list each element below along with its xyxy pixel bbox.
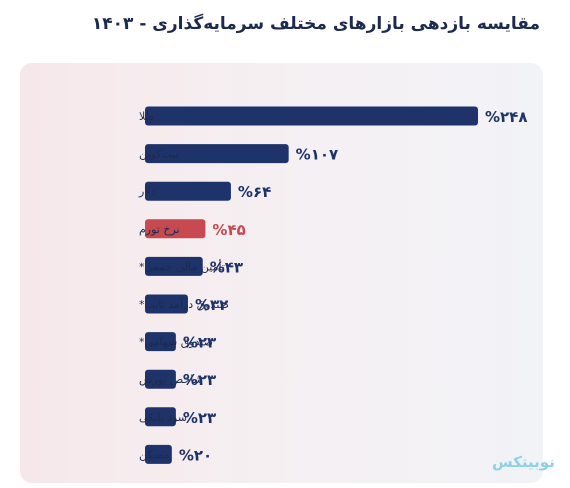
bar-2 — [145, 181, 231, 201]
category-label: شاخص بورس — [139, 373, 203, 386]
category-label: نرخ تورم — [139, 223, 180, 236]
category-label: تأمین مالی جمعی* — [139, 258, 225, 273]
category-label: صندوق سهامی* — [139, 336, 213, 349]
category-label: بیت‌کوین — [139, 148, 179, 161]
value-label: %۱۰۷ — [296, 146, 339, 164]
bar-6 — [145, 332, 176, 352]
chart-panel — [20, 63, 543, 483]
value-label: %۲۳ — [183, 371, 216, 389]
value-label: %۲۴۸ — [485, 108, 528, 126]
category-label: طلا — [139, 110, 155, 123]
value-label: %۴۵ — [212, 221, 245, 239]
brand-logo: نوبیتکس — [492, 453, 555, 471]
value-label: %۶۴ — [238, 183, 271, 201]
bar-0 — [145, 106, 478, 126]
value-label: %۴۳ — [210, 258, 243, 276]
bar-8 — [145, 407, 176, 427]
bar-5 — [145, 294, 188, 314]
bar-3 — [145, 219, 206, 239]
category-label: دلار — [138, 185, 156, 198]
category-label: مسکن — [139, 448, 169, 461]
value-label: %۲۳ — [183, 334, 216, 352]
page-title: مقایسه بازدهی بازارهای مختلف سرمایه‌گذار… — [91, 14, 540, 34]
bar-4 — [145, 256, 203, 276]
value-label: %۲۰ — [179, 446, 212, 464]
value-label: %۳۲ — [195, 296, 228, 314]
bar-7 — [145, 369, 176, 389]
category-label: صندوق درآمد ثابت* — [139, 297, 229, 311]
value-label: %۲۳ — [183, 409, 216, 427]
bar-1 — [145, 144, 289, 164]
bar-9 — [145, 444, 172, 464]
category-label: سود بانکی — [139, 411, 187, 424]
